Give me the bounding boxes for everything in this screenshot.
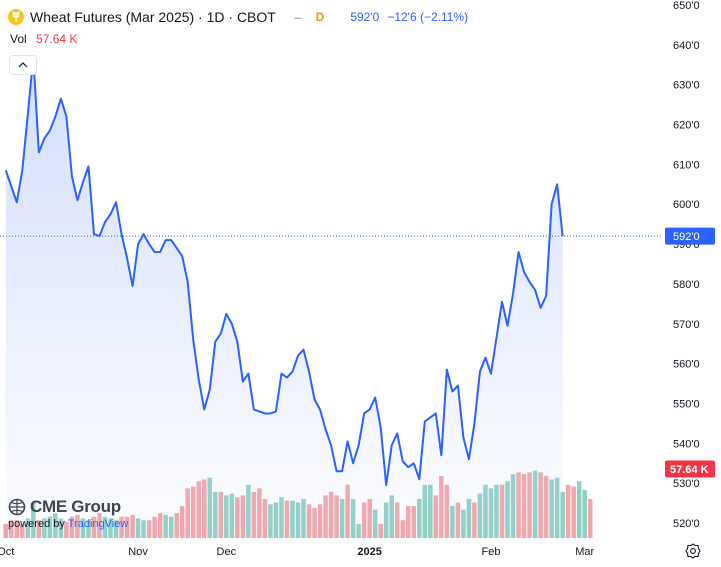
x-tick-label: 2025 <box>357 546 381 558</box>
header-last-price: 592'0 <box>350 10 380 24</box>
y-tick-label: 530'0 <box>673 478 700 490</box>
volume-value: 57.64 K <box>36 32 78 46</box>
collapse-legend-button[interactable] <box>9 55 37 75</box>
chart-header: Wheat Futures (Mar 2025) · 1D · CBOT – D… <box>8 7 469 27</box>
y-tick-label: 550'0 <box>673 398 700 410</box>
volume-tag-label: 57.64 K <box>670 464 709 476</box>
price-axis[interactable]: 520'0530'0540'0550'0560'0570'0580'0590'0… <box>673 0 700 530</box>
x-tick-label: Oct <box>0 546 14 558</box>
settings-gear-icon[interactable] <box>685 543 701 559</box>
y-tick-label: 540'0 <box>673 438 700 450</box>
cme-logo[interactable]: CME Group powered by TradingView <box>8 497 128 530</box>
y-tick-label: 560'0 <box>673 359 700 371</box>
volume-bar <box>582 490 587 538</box>
dash-icon: – <box>293 9 302 25</box>
time-axis[interactable]: Oct Nov Dec 2025 Feb Mar <box>0 546 595 558</box>
price-area-fill <box>5 56 563 538</box>
price-line <box>4 55 564 487</box>
x-tick-label: Feb <box>481 546 500 558</box>
y-tick-label: 520'0 <box>673 518 700 530</box>
symbol-title[interactable]: Wheat Futures (Mar 2025) · 1D · CBOT <box>30 9 276 25</box>
volume-bar <box>565 484 571 538</box>
volume-bar <box>576 481 582 538</box>
x-tick-label: Mar <box>575 546 594 558</box>
delayed-badge[interactable]: D <box>315 10 325 24</box>
y-tick-label: 620'0 <box>673 120 700 132</box>
volume-label: Vol <box>10 32 27 46</box>
volume-tag <box>665 460 715 478</box>
volume-bar <box>587 498 593 538</box>
y-tick-label: 630'0 <box>673 80 700 92</box>
volume-legend: Vol 57.64 K <box>10 32 77 46</box>
y-tick-label: 570'0 <box>673 319 700 331</box>
x-tick-label: Nov <box>128 546 148 558</box>
last-price-tag-label: 592'0 <box>673 231 700 243</box>
chevron-up-icon <box>18 62 28 68</box>
cme-globe-icon <box>8 498 26 516</box>
tradingview-link[interactable]: TradingView <box>67 518 129 530</box>
wheat-icon <box>8 9 24 25</box>
y-tick-label: 610'0 <box>673 159 700 171</box>
y-tick-label: 600'0 <box>673 199 700 211</box>
logo-text: CME Group <box>30 497 121 516</box>
volume-bar <box>3 523 9 538</box>
y-tick-label: 640'0 <box>673 40 700 52</box>
y-tick-label: 650'0 <box>673 0 700 12</box>
x-tick-label: Dec <box>217 546 237 558</box>
powered-by-label: powered by <box>8 518 65 530</box>
last-price-tag <box>665 227 715 245</box>
y-tick-label: 580'0 <box>673 279 700 291</box>
volume-bar <box>571 486 576 538</box>
header-change: −12'6 (−2.11%) <box>387 10 469 24</box>
